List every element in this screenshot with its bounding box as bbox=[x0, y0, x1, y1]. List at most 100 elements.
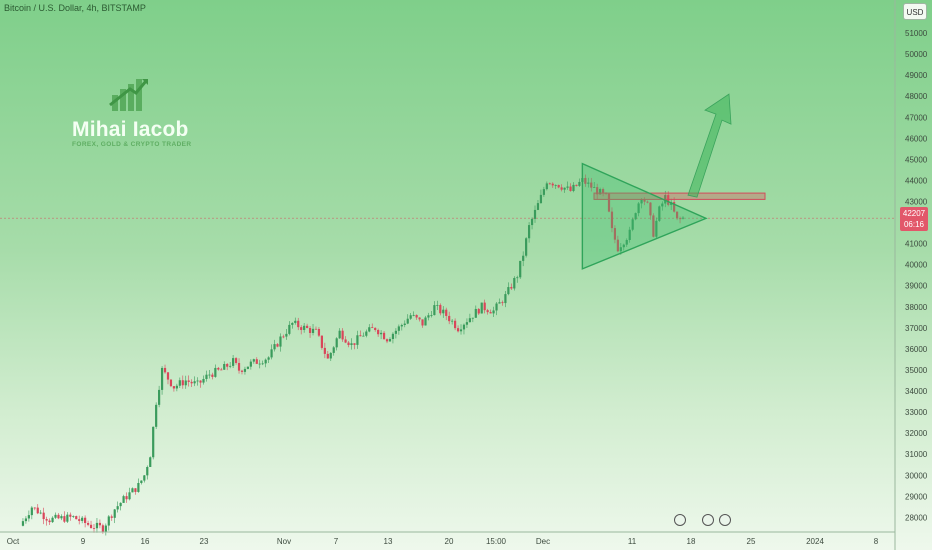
chart-annotations bbox=[581, 93, 766, 270]
candle-body bbox=[48, 520, 51, 523]
candle-body bbox=[311, 328, 315, 333]
price-tick-label: 51000 bbox=[905, 29, 928, 38]
candle-body bbox=[143, 475, 146, 481]
time-axis[interactable]: Oct 9 16 23 Nov 7 13 20 15:00 Dec 11 18 25 2024 8 bbox=[0, 531, 895, 546]
lightning-event-icon[interactable] bbox=[674, 514, 686, 526]
candle-body bbox=[113, 509, 116, 518]
candle-body bbox=[220, 369, 223, 371]
price-tick-label: 28000 bbox=[905, 513, 928, 522]
candle-body bbox=[359, 335, 362, 337]
candle-body bbox=[430, 315, 433, 316]
candle-body bbox=[101, 525, 104, 532]
candle-body bbox=[137, 482, 140, 492]
candle-body bbox=[249, 361, 252, 367]
candle-body bbox=[643, 199, 646, 202]
price-axis[interactable]: 28000 29000 30000 31000 32000 33000 34000 35000… bbox=[894, 0, 928, 550]
candle-body bbox=[453, 320, 457, 329]
candle-body bbox=[418, 317, 421, 320]
candle-body bbox=[335, 338, 338, 348]
candle-body bbox=[675, 211, 679, 219]
candle-body bbox=[385, 339, 389, 342]
candle-body bbox=[320, 335, 324, 348]
candle-body bbox=[569, 186, 572, 191]
candle-body bbox=[513, 277, 516, 289]
price-tick-label: 29000 bbox=[905, 492, 928, 501]
price-tick-label: 46000 bbox=[905, 134, 928, 143]
candle-body bbox=[98, 522, 102, 526]
candle-body bbox=[193, 381, 196, 384]
candle-body bbox=[326, 353, 329, 359]
price-tick-label: 43000 bbox=[905, 198, 928, 207]
candle-body bbox=[394, 330, 397, 334]
currency-button[interactable]: USD bbox=[903, 3, 927, 20]
candle-body bbox=[288, 324, 291, 334]
brand-tagline: FOREX, GOLD & CRYPTO TRADER bbox=[72, 141, 192, 148]
candle-body bbox=[365, 331, 368, 336]
candle-body bbox=[243, 368, 247, 372]
candle-body bbox=[36, 507, 39, 514]
price-tick-label: 30000 bbox=[905, 471, 928, 480]
time-tick-label: 18 bbox=[687, 537, 696, 546]
candle-body bbox=[51, 517, 54, 523]
candle-body bbox=[264, 359, 267, 364]
candle-body bbox=[92, 528, 96, 529]
candle-body bbox=[406, 318, 409, 324]
candle-body bbox=[667, 195, 670, 205]
candle-body bbox=[673, 202, 676, 212]
candle-body bbox=[628, 229, 631, 240]
time-tick-label: 9 bbox=[81, 537, 86, 546]
candle-body bbox=[451, 320, 454, 322]
candle-body bbox=[196, 380, 199, 382]
price-tick-label: 32000 bbox=[905, 429, 928, 438]
candle-body bbox=[122, 496, 125, 503]
candle-body bbox=[240, 370, 244, 372]
candle-body bbox=[63, 516, 66, 522]
candle-body bbox=[146, 466, 149, 476]
us-flag-event-icon[interactable] bbox=[702, 514, 714, 526]
candle-body bbox=[166, 372, 170, 380]
bar-countdown: 06:16 bbox=[903, 220, 925, 229]
candle-body bbox=[314, 328, 318, 330]
candle-body bbox=[282, 336, 285, 338]
candle-body bbox=[202, 378, 205, 383]
candle-body bbox=[477, 308, 480, 314]
candle-body bbox=[507, 287, 510, 295]
candle-body bbox=[459, 329, 463, 332]
candle-body bbox=[445, 309, 448, 316]
candle-body bbox=[397, 326, 400, 331]
candle-body bbox=[368, 327, 371, 332]
candle-body bbox=[178, 380, 181, 386]
candle-body bbox=[110, 516, 113, 518]
price-tick-label: 41000 bbox=[905, 240, 928, 249]
candle-body bbox=[72, 516, 75, 517]
candle-body bbox=[379, 332, 383, 335]
breakout-projection-arrow bbox=[687, 93, 732, 198]
candle-body bbox=[525, 238, 528, 256]
candle-body bbox=[382, 332, 386, 340]
candle-body bbox=[572, 184, 575, 191]
price-tick-label: 49000 bbox=[905, 71, 928, 80]
candle-body bbox=[285, 333, 288, 337]
candle-body bbox=[545, 183, 548, 190]
candle-body bbox=[637, 203, 640, 214]
candle-body bbox=[297, 320, 300, 328]
candle-body bbox=[232, 358, 235, 366]
candle-body bbox=[646, 201, 649, 203]
candle-body bbox=[489, 312, 492, 314]
candle-body bbox=[252, 359, 255, 362]
candle-body bbox=[208, 374, 211, 376]
candle-body bbox=[57, 514, 60, 519]
candle-body bbox=[303, 325, 306, 330]
candle-body bbox=[356, 335, 359, 345]
candle-body bbox=[261, 363, 264, 365]
candle-body bbox=[655, 220, 658, 237]
candle-body bbox=[557, 184, 560, 188]
candle-body bbox=[619, 247, 622, 252]
candle-body bbox=[258, 363, 261, 365]
price-tick-label: 45000 bbox=[905, 155, 928, 164]
candle-body bbox=[649, 202, 652, 216]
us-flag-event-icon-2[interactable] bbox=[719, 514, 731, 526]
chart-title: Bitcoin / U.S. Dollar, 4h, BITSTAMP bbox=[4, 3, 146, 13]
candle-body bbox=[45, 519, 48, 521]
